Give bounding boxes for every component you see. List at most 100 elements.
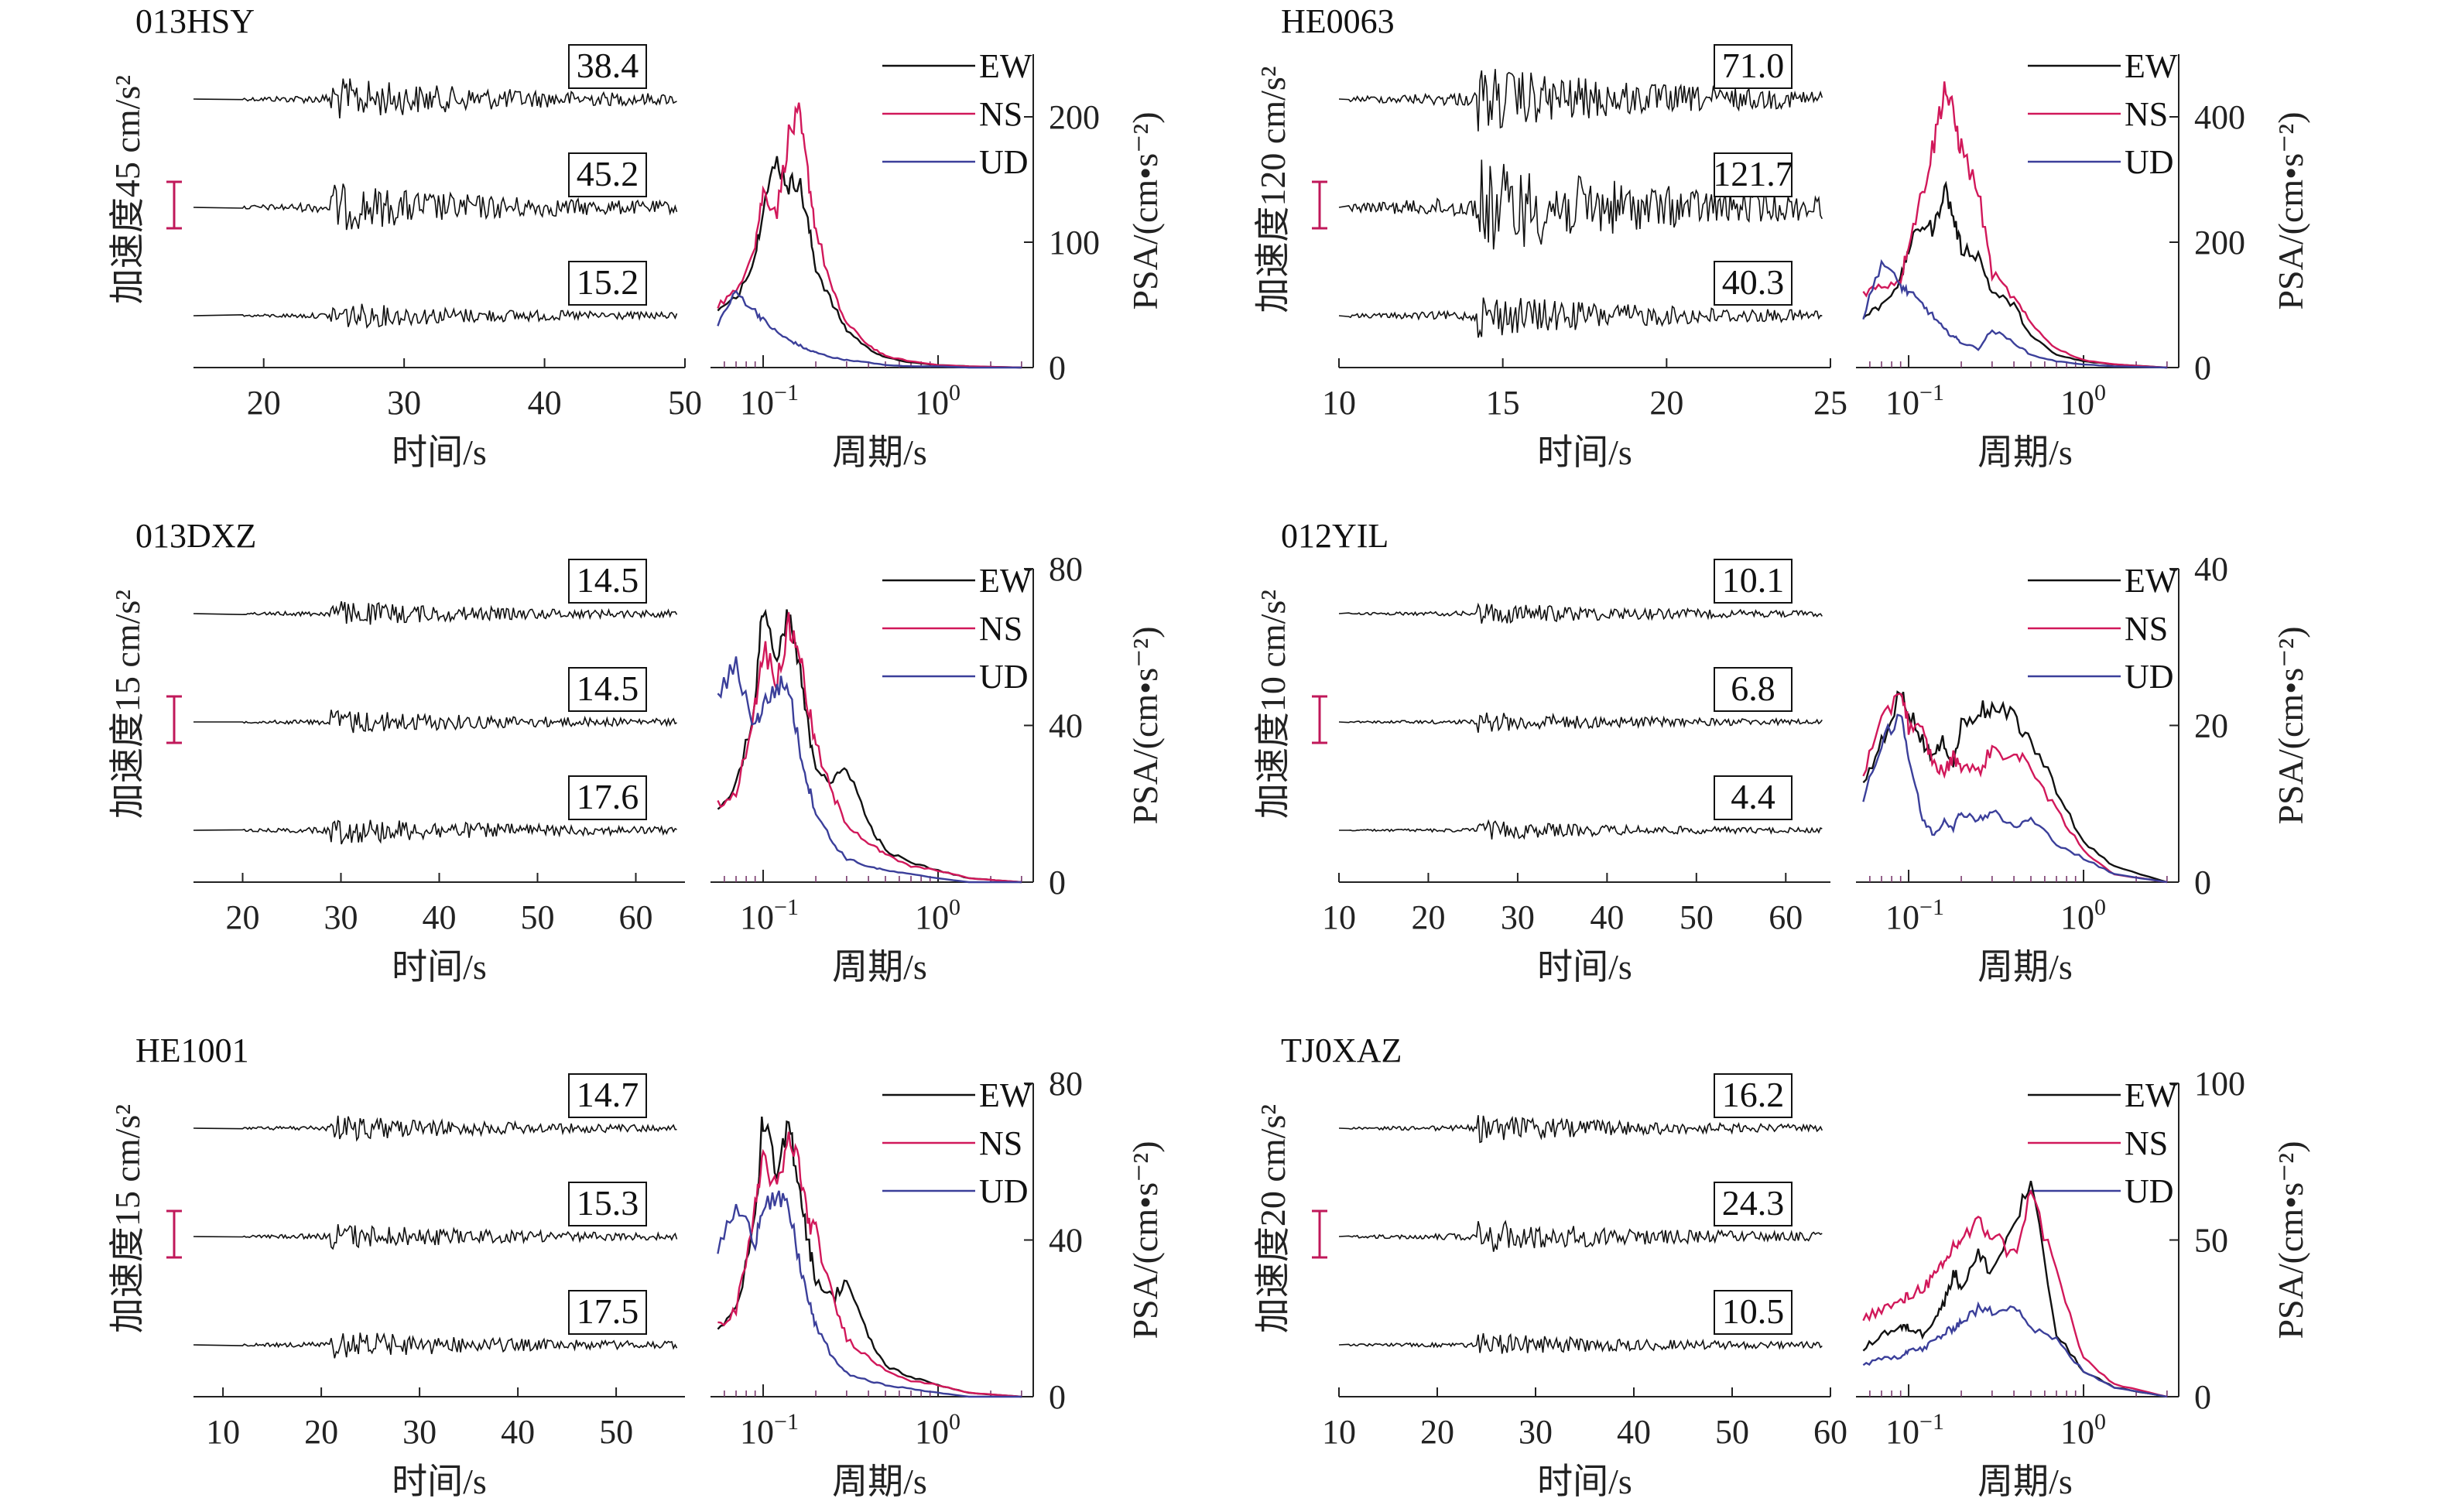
x-tick-label: 40	[1590, 898, 1624, 936]
tick-base: 10	[2060, 1413, 2094, 1451]
trace-ew	[193, 78, 677, 119]
x-tick-label: 25	[1813, 384, 1847, 422]
y-tick-label: 0	[2194, 1378, 2211, 1416]
tick-base: 10	[2060, 898, 2094, 936]
station-title: HE1001	[135, 1031, 249, 1069]
peak-value-box	[568, 775, 647, 820]
station-title: 013HSY	[135, 2, 255, 40]
x-tick-label: 40	[1617, 1413, 1651, 1451]
x-axis-label: 时间/s	[392, 947, 487, 987]
x-tick-label: 15	[1486, 384, 1520, 422]
time-history-panel: 013DXZ 20 30 40 50 60 时间/s 加速度15 cm/s² 14.5 14.5 1…	[108, 517, 685, 987]
x-axis-label: 周期/s	[832, 947, 927, 987]
tick-exponent: −1	[1919, 1409, 1944, 1435]
y-axis-label: PSA/(cm•s⁻²)	[2271, 111, 2310, 310]
trace-ud	[1338, 1332, 1823, 1354]
trace-ns	[193, 710, 677, 734]
station-title: 012YIL	[1281, 517, 1388, 555]
tick-exponent: 0	[2094, 380, 2106, 405]
y-tick-label: 400	[2194, 98, 2245, 136]
legend-label: UD	[2125, 143, 2174, 181]
x-tick-label: 100	[2060, 1409, 2106, 1451]
peak-value: 71.0	[1722, 46, 1785, 85]
spectrum-series-ew	[1862, 690, 2168, 884]
legend-label: EW	[979, 47, 1032, 85]
trace-ew	[1338, 69, 1823, 132]
x-tick-label: 10−1	[740, 895, 799, 936]
spectrum-series-ew	[717, 608, 1022, 884]
legend-label: UD	[979, 1172, 1029, 1210]
y-tick-label: 0	[1049, 864, 1066, 901]
peak-value: 40.3	[1722, 262, 1785, 302]
y-tick-label: 100	[2194, 1065, 2245, 1103]
peak-value-box	[1714, 261, 1793, 306]
x-tick-label: 10	[1322, 384, 1356, 422]
trace-ns	[1338, 159, 1823, 250]
peak-value: 17.5	[577, 1291, 639, 1331]
y-tick-label: 0	[2194, 349, 2211, 387]
peak-value: 16.2	[1722, 1075, 1785, 1114]
x-tick-label: 60	[1813, 1413, 1847, 1451]
peak-value-box	[568, 667, 647, 712]
x-tick-label: 50	[1715, 1413, 1749, 1451]
tick-base: 10	[915, 898, 949, 936]
x-tick-label: 30	[1501, 898, 1535, 936]
trace-ud	[193, 1332, 678, 1359]
y-tick-label: 40	[2194, 550, 2228, 588]
y-tick-label: 80	[1049, 1065, 1083, 1103]
time-history-panel: HE1001 10 20 30 40 50 时间/s 加速度15 cm/s² 14.7 15.3 1…	[108, 1031, 685, 1501]
x-tick-label: 10−1	[1885, 1409, 1944, 1451]
tick-base: 10	[740, 1413, 774, 1451]
tick-base: 10	[740, 898, 774, 936]
time-history-panel: 013HSY 20 30 40 50 时间/s 加速度45 cm/s² 38.4 45.2 15.…	[108, 2, 702, 472]
legend-label: UD	[979, 658, 1029, 696]
spectrum-series-ns	[717, 102, 1022, 369]
y-tick-label: 0	[1049, 349, 1066, 387]
peak-value: 45.2	[577, 154, 639, 193]
peak-value-box	[1714, 1182, 1793, 1226]
x-tick-label: 60	[619, 898, 653, 936]
peak-value-box	[1714, 44, 1793, 89]
peak-value-box	[1714, 152, 1793, 197]
peak-value-box	[1714, 1290, 1793, 1335]
station-title: TJ0XAZ	[1281, 1031, 1402, 1069]
x-tick-label: 20	[1411, 898, 1445, 936]
y-tick-label: 200	[2194, 224, 2245, 262]
trace-ns	[1338, 712, 1823, 733]
x-tick-label: 50	[599, 1413, 633, 1451]
trace-ud	[193, 303, 678, 329]
x-tick-label: 20	[304, 1413, 338, 1451]
x-tick-label: 40	[423, 898, 457, 936]
legend-label: UD	[2125, 1172, 2174, 1210]
tick-exponent: −1	[774, 380, 799, 405]
trace-ns	[1338, 1220, 1823, 1252]
trace-ew	[193, 601, 678, 625]
x-tick-label: 20	[226, 898, 260, 936]
peak-value: 24.3	[1722, 1183, 1785, 1223]
x-tick-label: 10−1	[1885, 895, 1944, 936]
x-tick-label: 30	[324, 898, 358, 936]
trace-ns	[193, 1223, 678, 1250]
x-tick-label: 30	[1519, 1413, 1553, 1451]
y-axis-label: PSA/(cm•s⁻²)	[1125, 111, 1165, 310]
tick-base: 10	[915, 384, 949, 422]
legend-label: NS	[2125, 1124, 2168, 1162]
legend-label: EW	[979, 562, 1032, 600]
peak-value-box	[1714, 775, 1793, 820]
tick-exponent: 0	[2094, 1409, 2106, 1435]
trace-ew	[193, 1115, 677, 1142]
peak-value-box	[568, 559, 647, 604]
tick-base: 10	[1885, 1413, 1919, 1451]
spectrum-series-ud	[1862, 258, 2167, 369]
tick-base: 10	[1885, 384, 1919, 422]
x-axis-label: 周期/s	[832, 1462, 927, 1501]
station-title: 013DXZ	[135, 517, 256, 555]
peak-value-box	[568, 44, 647, 89]
x-tick-label: 60	[1769, 898, 1803, 936]
tick-exponent: −1	[774, 895, 799, 920]
x-axis-label: 周期/s	[832, 433, 927, 472]
x-tick-label: 50	[521, 898, 555, 936]
spectrum-series-ns	[1862, 81, 2167, 369]
